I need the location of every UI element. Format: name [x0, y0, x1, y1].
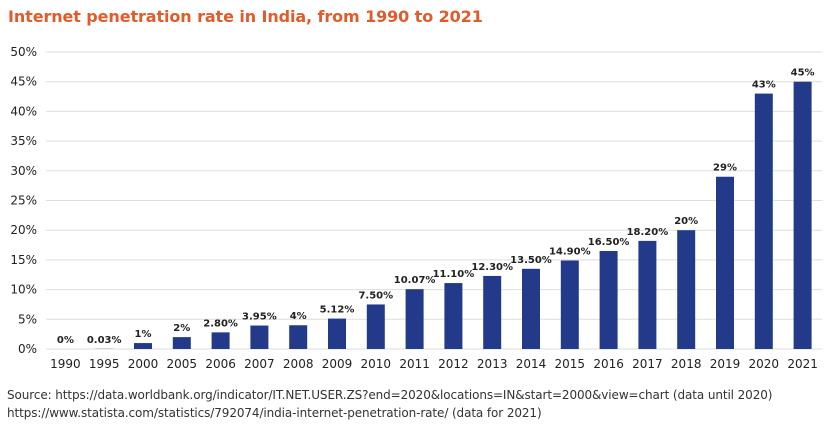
bar — [599, 250, 618, 349]
data-label: 13.50% — [510, 255, 552, 266]
y-tick-label: 30% — [10, 164, 37, 178]
data-label: 18.20% — [627, 227, 669, 238]
bar — [793, 81, 812, 349]
x-tick-label: 2018 — [671, 357, 702, 371]
x-tick-label: 2021 — [787, 357, 818, 371]
gridlines — [46, 51, 822, 350]
bar — [754, 93, 773, 349]
data-label: 2.80% — [203, 318, 238, 329]
data-label: 5.12% — [320, 305, 355, 316]
y-tick-label: 25% — [10, 194, 37, 208]
x-tick-label: 2000 — [128, 357, 159, 371]
data-label: 29% — [713, 163, 737, 174]
y-tick-label: 10% — [10, 283, 37, 297]
x-tick-label: 2020 — [749, 357, 780, 371]
data-label: 7.50% — [358, 290, 393, 301]
y-axis: 0% 5% 10% 15% 20% 25% 30% 35% 40% 45% 50% — [10, 45, 37, 356]
data-label: 10.07% — [394, 275, 436, 286]
x-tick-label: 2005 — [167, 357, 198, 371]
bar — [366, 304, 385, 349]
x-tick-label: 2014 — [516, 357, 547, 371]
x-tick-label: 2011 — [399, 357, 430, 371]
y-tick-label: 5% — [18, 312, 37, 326]
bar — [483, 275, 502, 349]
x-tick-label: 2019 — [710, 357, 741, 371]
bar — [289, 325, 308, 349]
data-label: 2% — [173, 323, 190, 334]
data-label: 4% — [290, 311, 307, 322]
bar — [560, 260, 579, 349]
y-tick-label: 50% — [10, 45, 37, 59]
bar — [134, 343, 152, 349]
data-label: 11.10% — [433, 269, 475, 280]
data-label: 3.95% — [242, 312, 277, 323]
data-label: 1% — [135, 329, 152, 340]
x-tick-label: 2016 — [593, 357, 624, 371]
x-tick-label: 2006 — [205, 357, 236, 371]
x-tick-label: 2008 — [283, 357, 314, 371]
data-label: 45% — [791, 68, 815, 79]
y-tick-label: 15% — [10, 253, 37, 267]
chart-title: Internet penetration rate in India, from… — [8, 7, 483, 26]
y-tick-label: 40% — [10, 104, 37, 118]
x-tick-label: 2012 — [438, 357, 469, 371]
y-tick-label: 45% — [10, 75, 37, 89]
data-labels: 0% 0.03%1%2% 2.80%3.95% 4%5.12%7.50%10.07%1… — [57, 68, 815, 346]
data-label: 0.03% — [87, 335, 122, 346]
data-label: 43% — [752, 80, 776, 91]
x-tick-label: 2010 — [361, 357, 392, 371]
data-label: 20% — [674, 216, 698, 227]
y-tick-label: 0% — [18, 342, 37, 356]
source-line-1: Source: https://data.worldbank.org/indic… — [7, 388, 773, 402]
bar — [211, 332, 230, 349]
x-tick-label: 2009 — [322, 357, 353, 371]
data-label: 14.90% — [549, 246, 591, 257]
bar — [716, 176, 734, 349]
bar — [405, 289, 424, 349]
data-label: 16.50% — [588, 237, 630, 248]
x-axis: 1990 1995 2000 2005 2006 2007 2008 2009 2010 2011… — [50, 357, 818, 371]
bar — [172, 337, 191, 349]
x-tick-label: 2015 — [555, 357, 586, 371]
data-label: 12.30% — [471, 262, 513, 273]
x-tick-label: 1995 — [89, 357, 120, 371]
bar — [677, 230, 696, 349]
source-line-2: https://www.statista.com/statistics/7920… — [7, 406, 542, 420]
bars — [95, 81, 812, 349]
bar — [250, 325, 269, 349]
y-tick-label: 35% — [10, 134, 37, 148]
bar — [444, 283, 463, 349]
bar — [638, 240, 657, 349]
x-tick-label: 2007 — [244, 357, 275, 371]
x-tick-label: 2013 — [477, 357, 508, 371]
x-tick-label: 2017 — [632, 357, 663, 371]
y-tick-label: 20% — [10, 223, 37, 237]
x-tick-label: 1990 — [50, 357, 81, 371]
bar — [522, 268, 540, 349]
data-label: 0% — [57, 335, 74, 346]
bar — [328, 318, 346, 349]
